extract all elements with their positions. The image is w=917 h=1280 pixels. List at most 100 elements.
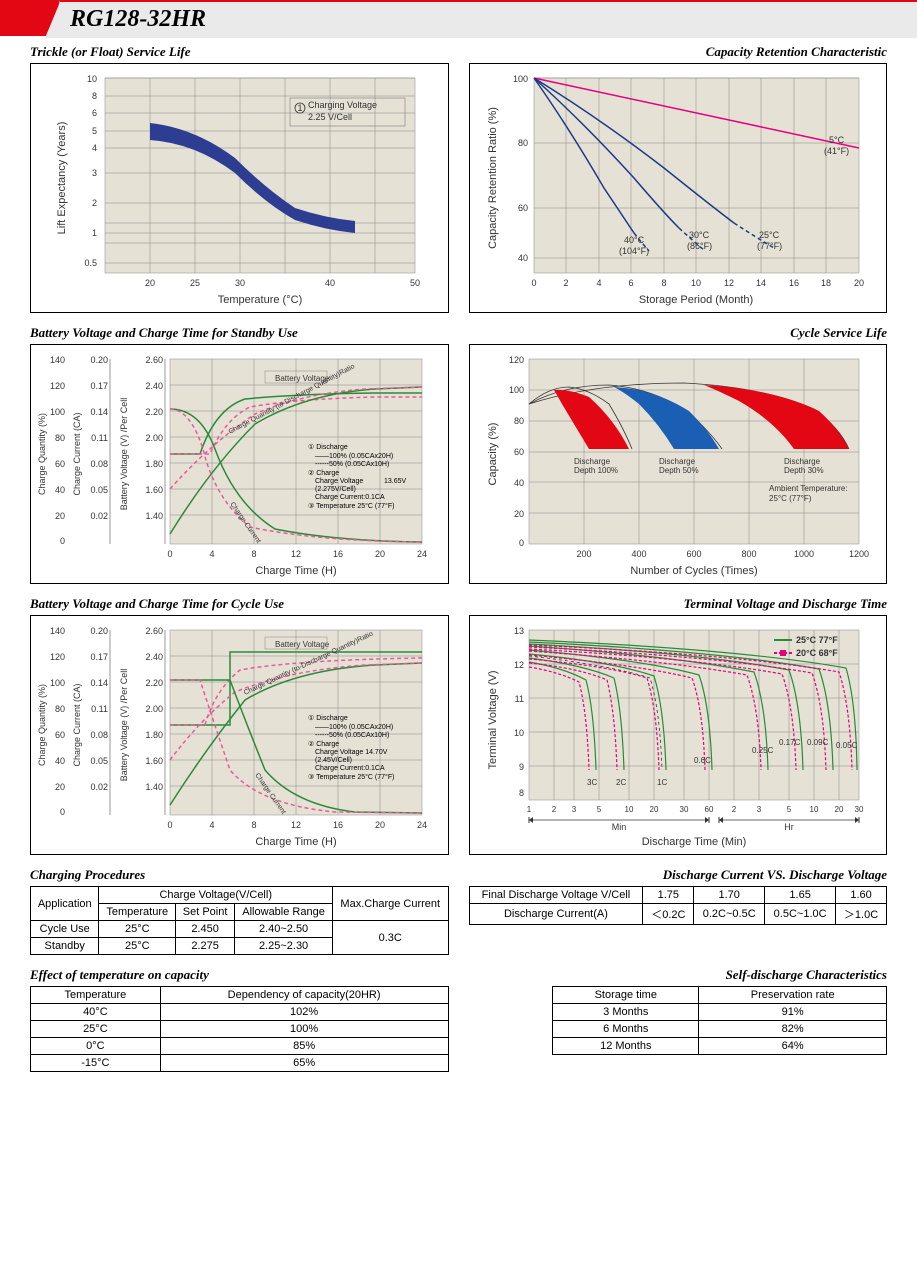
svg-text:30: 30 [854,805,863,814]
svg-text:10: 10 [690,278,700,288]
svg-text:0: 0 [60,807,65,817]
svg-text:(41°F): (41°F) [824,146,849,156]
svg-text:Depth 50%: Depth 50% [659,466,699,475]
svg-text:2.60: 2.60 [145,626,163,636]
svg-text:Charge Time (H): Charge Time (H) [255,836,336,848]
svg-text:2.25 V/Cell: 2.25 V/Cell [308,112,352,122]
svg-text:1200: 1200 [848,549,868,559]
svg-text:0.11: 0.11 [91,433,108,443]
svg-text:5: 5 [92,126,97,136]
svg-text:14: 14 [755,278,765,288]
svg-text:10: 10 [624,805,633,814]
svg-text:Charge Quantity (%): Charge Quantity (%) [37,684,47,766]
svg-text:2: 2 [563,278,568,288]
th-d1: Final Discharge Voltage V/Cell [469,887,643,904]
svg-text:13.65V: 13.65V [384,478,407,485]
te-3-0: -15°C [31,1055,161,1072]
svg-text:40: 40 [513,478,523,488]
capret-chart: 5°C(41°F) 25°C(77°F) 30°C(86°F) 40°C(104… [469,63,888,313]
svg-text:40: 40 [517,253,527,263]
svg-text:18: 18 [820,278,830,288]
svg-text:Charge Current (CA): Charge Current (CA) [72,412,82,495]
td-ar-1: 2.25~2.30 [235,938,333,955]
svg-text:10: 10 [809,805,818,814]
svg-text:Battery Voltage (V) /Per Cell: Battery Voltage (V) /Per Cell [119,669,129,782]
svg-text:30: 30 [679,805,688,814]
svg-text:Hr: Hr [784,822,794,832]
svg-text:Ambient Temperature:: Ambient Temperature: [769,484,848,493]
td-c3: ＞1.0C [836,904,887,925]
td-sp-0: 2.450 [176,921,235,938]
svg-text:0: 0 [518,538,523,548]
svg-text:8: 8 [251,549,256,559]
svg-text:50: 50 [410,278,420,288]
td-c0: ＜0.2C [643,904,694,925]
svg-text:20: 20 [55,782,65,792]
svg-text:Charge Current:0.1CA: Charge Current:0.1CA [315,765,385,772]
th-sp: Set Point [176,904,235,921]
svg-text:16: 16 [333,820,343,830]
svg-text:(2.45V/Cell): (2.45V/Cell) [315,757,352,764]
svg-text:12: 12 [513,660,523,670]
svg-text:Min: Min [611,822,626,832]
svg-text:Battery Voltage: Battery Voltage [275,640,330,649]
svg-text:25°C: 25°C [759,230,780,240]
svg-text:Number of Cycles (Times): Number of Cycles (Times) [630,565,757,577]
svg-text:9: 9 [518,762,523,772]
svg-text:100: 100 [508,385,523,395]
svg-text:120: 120 [50,381,65,391]
svg-text:2: 2 [551,805,556,814]
svg-text:120: 120 [508,355,523,365]
svg-text:1.60: 1.60 [145,756,163,766]
svg-text:------50% (0.05CAx10H): ------50% (0.05CAx10H) [315,732,389,739]
svg-text:5°C: 5°C [829,135,845,145]
standby-chart: Battery Voltage Charge Quantity (to-Disc… [30,344,449,584]
svg-text:2.40: 2.40 [145,381,163,391]
svg-text:Charging Voltage: Charging Voltage [308,100,377,110]
svg-text:5: 5 [786,805,791,814]
svg-text:40: 40 [55,756,65,766]
th-te2: Dependency of capacity(20HR) [160,987,448,1004]
svg-text:10: 10 [513,728,523,738]
td-c2: 0.5C~1.0C [765,904,836,925]
svg-text:60: 60 [704,805,713,814]
cycleuse-chart: Battery Voltage Charge Quantity (to-Disc… [30,615,449,855]
svg-text:60: 60 [55,730,65,740]
svg-text:0.14: 0.14 [90,407,108,417]
svg-text:0.05: 0.05 [90,485,108,495]
discharge-table: Final Discharge Voltage V/Cell 1.75 1.70… [469,886,888,925]
cyclelife-chart: Discharge Depth 100% Discharge Depth 50%… [469,344,888,584]
svg-text:0.20: 0.20 [90,626,108,636]
svg-text:Lift Expectancy (Years): Lift Expectancy (Years) [56,122,68,235]
td-v3: 1.60 [836,887,887,904]
svg-text:Charge Time (H): Charge Time (H) [255,565,336,577]
svg-text:(86°F): (86°F) [687,241,712,251]
svg-text:Storage Period (Month): Storage Period (Month) [638,294,752,306]
charging-table: Application Charge Voltage(V/Cell) Max.C… [30,886,449,955]
svg-text:80: 80 [55,704,65,714]
svg-text:Capacity Retention Ratio (%): Capacity Retention Ratio (%) [487,107,499,249]
te-0-1: 102% [160,1004,448,1021]
th-sd2: Preservation rate [699,987,887,1004]
svg-text:① Discharge: ① Discharge [308,443,348,451]
discharge-title: Discharge Current VS. Discharge Voltage [469,867,888,883]
th-d2: Discharge Current(A) [469,904,643,925]
svg-text:Temperature (°C): Temperature (°C) [218,294,302,306]
header-title-bar: RG128-32HR [60,0,917,38]
svg-text:8: 8 [661,278,666,288]
svg-text:0.6C: 0.6C [694,756,711,765]
th-temp: Temperature [99,904,176,921]
svg-text:20: 20 [55,511,65,521]
svg-text:1: 1 [526,805,531,814]
svg-text:20: 20 [649,805,658,814]
te-1-0: 25°C [31,1021,161,1038]
selfdis-table: Storage time Preservation rate 3 Months9… [552,986,887,1055]
svg-text:1.80: 1.80 [145,730,163,740]
svg-text:25°C (77°F): 25°C (77°F) [769,494,812,503]
svg-text:20: 20 [513,509,523,519]
svg-text:4: 4 [209,820,214,830]
svg-text:2.40: 2.40 [145,652,163,662]
svg-text:80: 80 [513,416,523,426]
terminal-chart: 25°C 77°F 20°C 68°F 3C2C1C 0.6C0.25C 0.1… [469,615,888,855]
svg-text:12: 12 [291,549,301,559]
